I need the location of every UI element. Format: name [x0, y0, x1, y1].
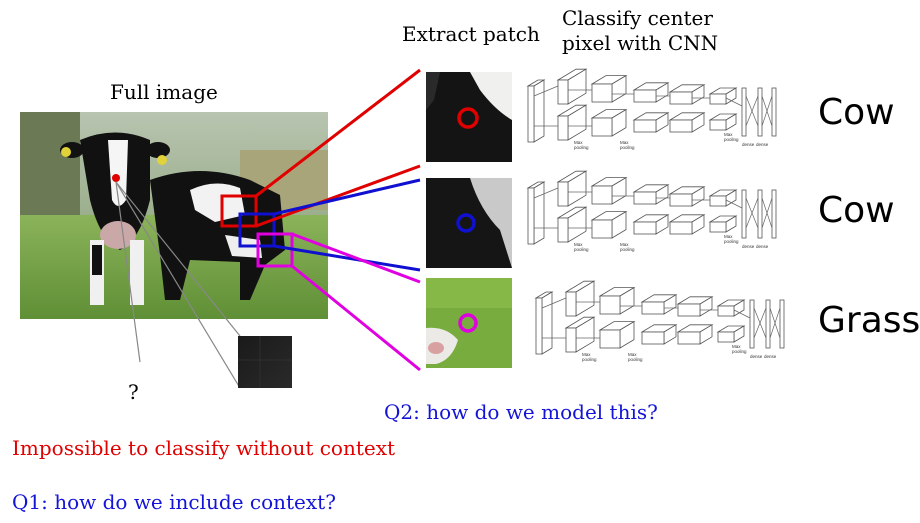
classify-title-line1: Classify center	[562, 6, 713, 30]
impossible-note: Impossible to classify without context	[12, 436, 396, 460]
full-image-title: Full image	[110, 80, 218, 104]
center-pixel-dot	[112, 174, 120, 182]
cnn-label-dense: dense	[756, 244, 769, 249]
cnn-label-maxpool: Max	[574, 140, 583, 145]
cnn-label-dense: dense	[742, 244, 755, 249]
cnn-label-maxpool: Max	[574, 242, 583, 247]
cnn-label-dense: dense	[764, 354, 777, 359]
connector-lines	[255, 68, 421, 372]
cnn-label-maxpool: pooling	[620, 145, 635, 150]
cnn-label-maxpool: Max	[620, 242, 629, 247]
classify-title: Classify center pixel with CNN	[562, 6, 718, 56]
cnn-label-maxpool: Max	[582, 352, 591, 357]
dark-patch	[238, 336, 292, 388]
cnn-label-maxpool: pooling	[574, 145, 589, 150]
cnn-label-maxpool: Max	[620, 140, 629, 145]
cnn-label-maxpool: pooling	[724, 137, 739, 142]
cnn-label-maxpool: Max	[724, 132, 733, 137]
cnn-label-maxpool: pooling	[724, 239, 739, 244]
cnn-label-maxpool: pooling	[628, 357, 643, 362]
class-label-2: Cow	[818, 190, 895, 231]
cnn-label-dense: dense	[750, 354, 763, 359]
extract-patch-title: Extract patch	[402, 22, 540, 46]
class-label-1: Cow	[818, 92, 895, 133]
cnn-label-dense: dense	[756, 142, 769, 147]
full-image	[20, 112, 328, 319]
patch-1	[426, 72, 512, 162]
cnn-label-dense: dense	[742, 142, 755, 147]
classify-title-line2: pixel with CNN	[562, 31, 719, 55]
question-2: Q2: how do we model this?	[384, 400, 658, 424]
cnn-label-maxpool: pooling	[582, 357, 597, 362]
patch-2	[426, 178, 512, 268]
question-mark: ?	[128, 380, 139, 404]
class-label-3: Grass	[818, 300, 920, 341]
patch-3	[426, 278, 512, 368]
cnn-label-maxpool: pooling	[732, 349, 747, 354]
cnn-label-maxpool: Max	[628, 352, 637, 357]
cnn-label-maxpool: Max	[724, 234, 733, 239]
cnn-label-maxpool: Max	[732, 344, 741, 349]
question-1: Q1: how do we include context?	[12, 490, 336, 514]
cnn-label-maxpool: pooling	[620, 247, 635, 252]
cnn-label-maxpool: pooling	[574, 247, 589, 252]
context-lines	[115, 181, 241, 389]
